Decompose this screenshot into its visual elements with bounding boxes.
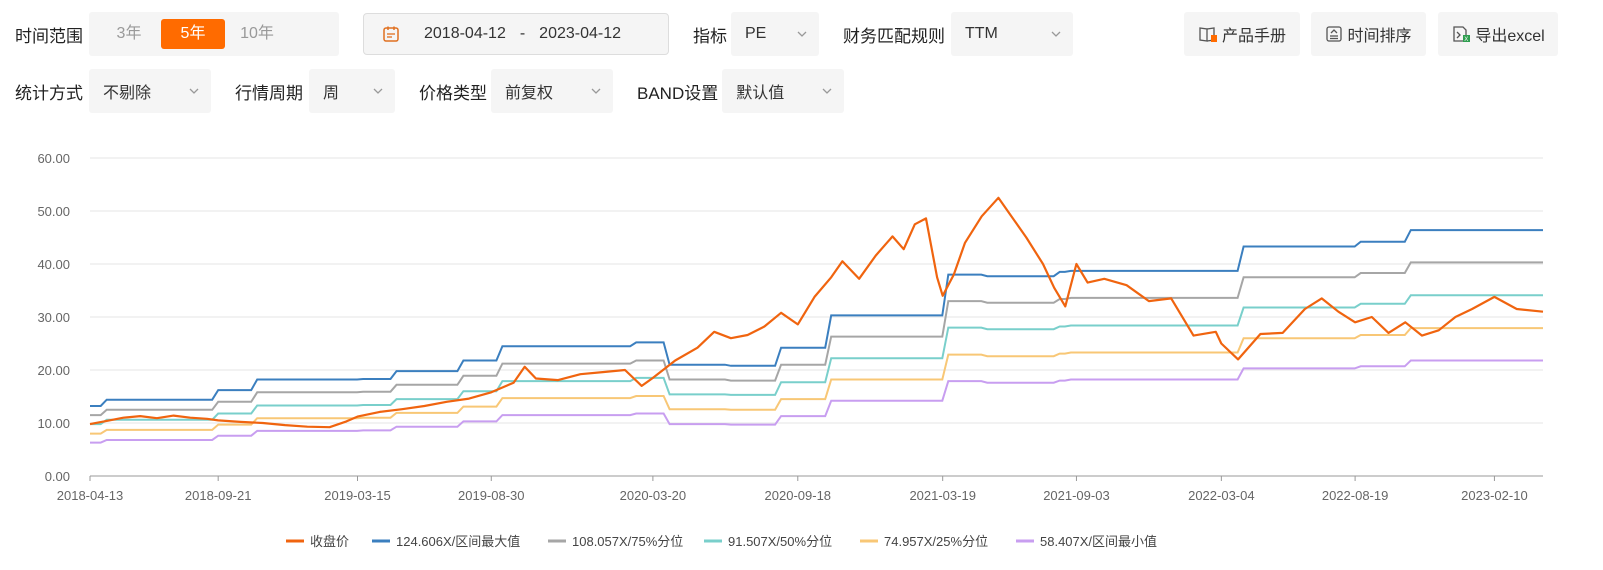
x-tick-label: 2022-03-04 (1188, 488, 1255, 503)
chart-grid (90, 157, 1543, 477)
legend-label: 108.057X/75%分位 (572, 534, 683, 549)
x-tick-label: 2019-03-15 (324, 488, 391, 503)
legend-item-p25: 74.957X/25%分位 (860, 534, 988, 549)
match-rule-value: TTM (965, 25, 998, 42)
book-icon (1199, 27, 1217, 42)
period-select[interactable]: 周 (309, 69, 395, 113)
x-tick-label: 2023-02-10 (1461, 488, 1528, 503)
chevron-down-icon (189, 88, 199, 94)
sort-icon (1326, 26, 1343, 42)
y-tick-label: 20.00 (37, 363, 70, 378)
legend-item-max: 124.606X/区间最大值 (372, 534, 520, 549)
stat-method-value: 不剔除 (103, 85, 152, 102)
export-excel-label: 导出excel (1475, 28, 1545, 45)
period-value: 周 (323, 85, 340, 102)
range-3y-button[interactable]: 3年 (116, 25, 142, 42)
y-tick-label: 0.00 (45, 469, 70, 484)
close-price-line (89, 196, 1544, 429)
time-range-switch: 3年 5年 10年 (89, 12, 339, 56)
range-5y-button[interactable]: 5年 (161, 19, 225, 49)
x-tick-label: 2018-09-21 (185, 488, 252, 503)
stat-method-select[interactable]: 不剔除 (89, 69, 211, 113)
svg-text:X: X (1465, 37, 1469, 43)
x-tick-label: 2019-08-30 (458, 488, 525, 503)
legend-item-p75: 108.057X/75%分位 (548, 534, 683, 549)
price-type-select[interactable]: 前复权 (491, 69, 613, 113)
product-manual-button[interactable]: 产品手册 (1184, 12, 1300, 56)
chevron-down-icon (822, 88, 832, 94)
band-line-p75 (90, 261, 1543, 417)
price-type-label: 价格类型 (419, 83, 487, 103)
band-line-p50 (90, 294, 1543, 426)
legend-label: 74.957X/25%分位 (884, 534, 988, 549)
close-price-path (89, 196, 1544, 429)
legend-item-min: 58.407X/区间最小值 (1016, 534, 1157, 549)
chevron-down-icon (373, 88, 383, 94)
x-tick-label: 2022-08-19 (1322, 488, 1389, 503)
band-setting-select[interactable]: 默认值 (722, 69, 845, 113)
toolbar-row-2: 统计方式 不剔除 行情周期 周 价格类型 前复权 BAND设置 默认值 (0, 69, 845, 113)
band-setting-value: 默认值 (736, 85, 785, 102)
y-tick-label: 50.00 (37, 204, 70, 219)
band-line-p25 (90, 327, 1543, 435)
band-lines (90, 229, 1543, 444)
range-10y-button[interactable]: 10年 (240, 25, 274, 42)
band-line-max (90, 229, 1543, 407)
legend-label: 58.407X/区间最小值 (1040, 534, 1157, 549)
legend-item-p50: 91.507X/50%分位 (704, 534, 832, 549)
match-rule-select[interactable]: TTM (951, 12, 1073, 56)
match-rule-label: 财务匹配规则 (843, 26, 945, 46)
legend-label: 91.507X/50%分位 (728, 534, 832, 549)
legend-label: 收盘价 (310, 534, 349, 549)
y-tick-label: 40.00 (37, 257, 70, 272)
product-manual-label: 产品手册 (1221, 28, 1286, 45)
excel-export-icon: X (1453, 26, 1471, 43)
chevron-down-icon (797, 31, 807, 37)
date-end[interactable]: 2023-04-12 (539, 25, 622, 42)
y-axis: 0.00 10.00 20.00 30.00 40.00 50.00 60.00 (37, 151, 70, 484)
x-tick-label: 2020-09-18 (765, 488, 832, 503)
stat-method-label: 统计方式 (15, 83, 83, 103)
band-line-min (90, 359, 1543, 444)
time-sort-button[interactable]: 时间排序 (1311, 12, 1426, 56)
chevron-down-icon (591, 88, 601, 94)
calendar-icon (383, 26, 399, 42)
export-excel-button[interactable]: X 导出excel (1438, 12, 1558, 56)
indicator-value: PE (745, 25, 767, 42)
x-tick-label: 2020-03-20 (620, 488, 687, 503)
legend-label: 124.606X/区间最大值 (396, 534, 520, 549)
price-type-value: 前复权 (505, 85, 554, 102)
y-tick-label: 30.00 (37, 310, 70, 325)
y-tick-label: 10.00 (37, 416, 70, 431)
indicator-select[interactable]: PE (731, 12, 819, 56)
x-tick-label: 2021-03-19 (909, 488, 976, 503)
pe-band-chart: 0.00 10.00 20.00 30.00 40.00 50.00 60.00 2018-… (37, 151, 1544, 549)
period-label: 行情周期 (235, 83, 303, 103)
x-tick-label: 2021-09-03 (1043, 488, 1110, 503)
y-tick-label: 60.00 (37, 151, 70, 166)
date-range-picker[interactable]: 2018-04-12 - 2023-04-12 (363, 13, 669, 55)
chevron-down-icon (1051, 31, 1061, 37)
time-sort-label: 时间排序 (1347, 28, 1412, 45)
legend-item-close: 收盘价 (286, 534, 349, 549)
x-axis: 2018-04-13 2018-09-21 2019-03-15 2019-08-30… (57, 476, 1528, 503)
date-separator: - (519, 25, 526, 42)
toolbar-row-1: 时间范围 3年 5年 10年 2018-04-12 - 2023-04-12 指… (0, 12, 1073, 56)
indicator-label: 指标 (693, 26, 727, 46)
chart-legend: 收盘价 124.606X/区间最大值 108.057X/75%分位 91.507X/5… (286, 534, 1157, 549)
date-start[interactable]: 2018-04-12 (424, 25, 506, 42)
band-setting-label: BAND设置 (637, 83, 719, 103)
time-range-label: 时间范围 (15, 26, 83, 46)
x-tick-label: 2018-04-13 (57, 488, 124, 503)
